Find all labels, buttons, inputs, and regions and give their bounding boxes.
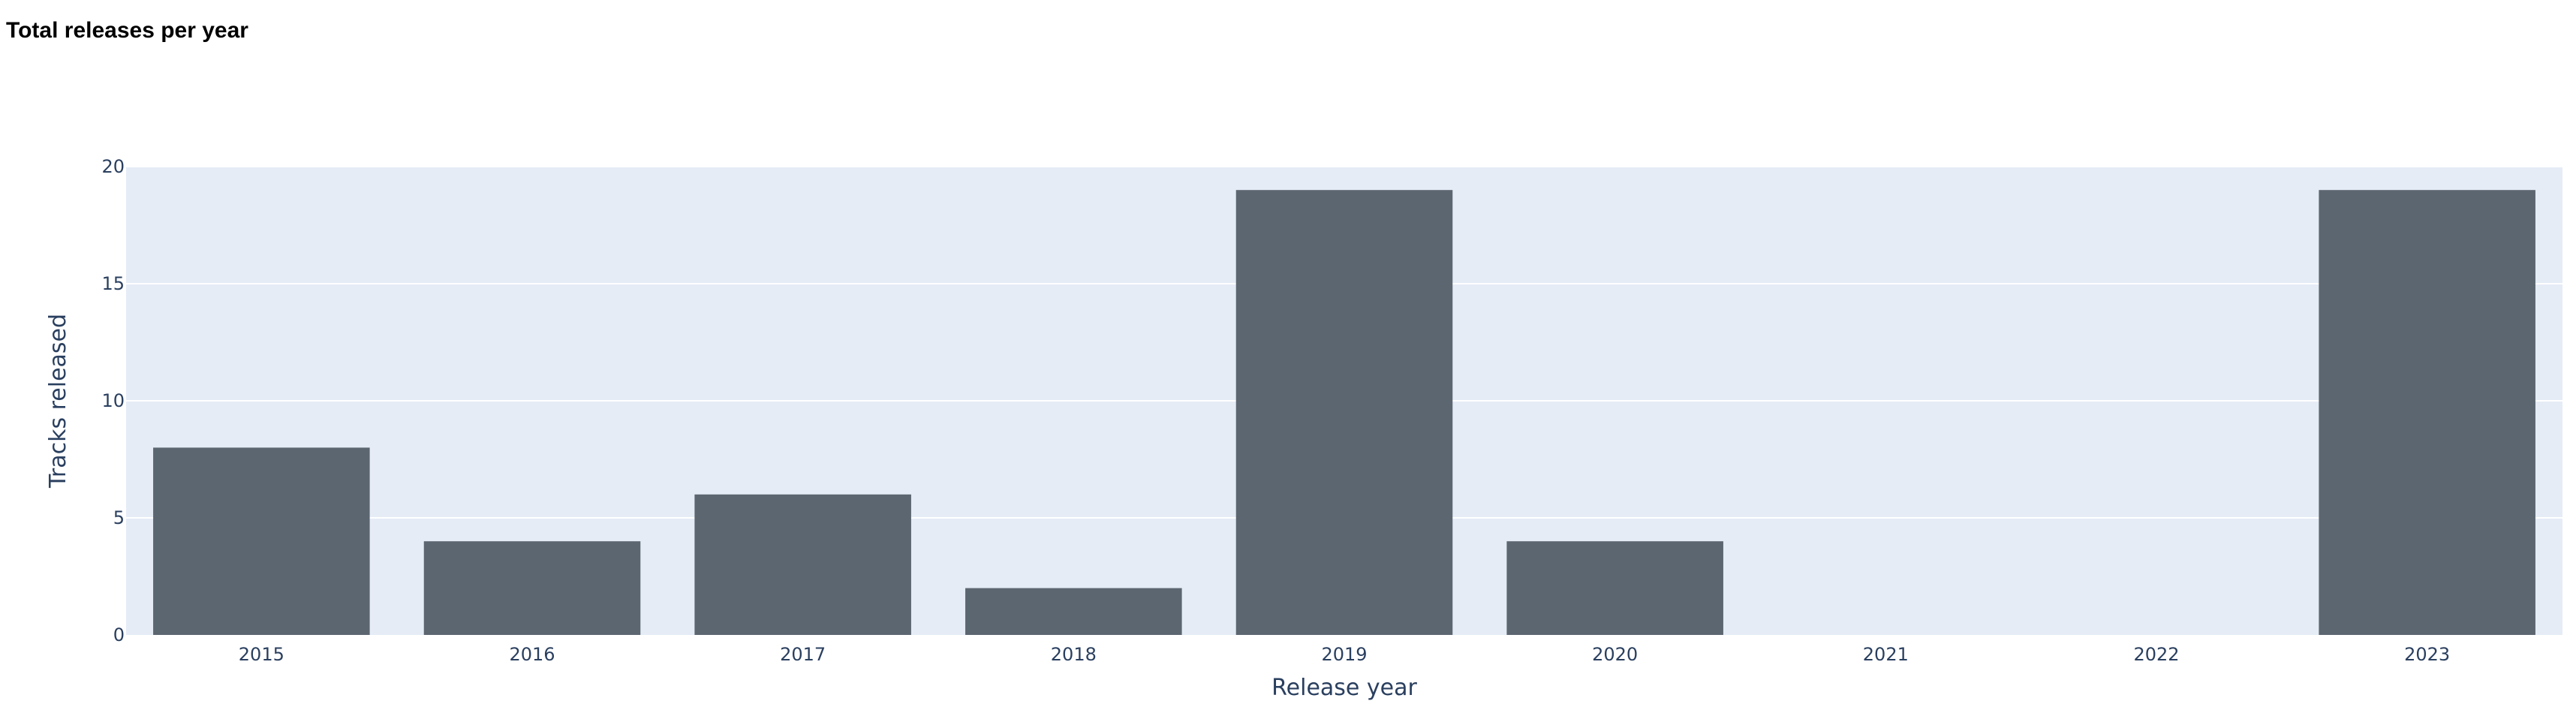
y-axis-title: Tracks released xyxy=(45,314,71,489)
x-tick-label: 2022 xyxy=(2133,644,2179,665)
bar-2015 xyxy=(153,447,370,635)
x-axis-ticks: 2015 2016 2017 2018 2019 2020 2021 2022 2023 xyxy=(239,644,2450,665)
y-tick-label: 15 xyxy=(101,273,125,294)
x-tick-label: 2016 xyxy=(509,644,555,665)
bar-2017 xyxy=(694,494,911,635)
x-tick-label: 2023 xyxy=(2404,644,2450,665)
x-tick-label: 2015 xyxy=(239,644,284,665)
x-tick-label: 2020 xyxy=(1592,644,1638,665)
y-tick-label: 5 xyxy=(113,507,125,528)
x-tick-label: 2019 xyxy=(1321,644,1367,665)
chart-title: Total releases per year xyxy=(6,18,248,43)
bars xyxy=(153,190,2535,635)
bar-2019 xyxy=(1235,190,1453,635)
bar-2018 xyxy=(965,588,1182,635)
y-tick-label: 20 xyxy=(101,156,125,177)
bar-2020 xyxy=(1506,541,1723,635)
x-tick-label: 2017 xyxy=(780,644,826,665)
x-tick-label: 2021 xyxy=(1863,644,1909,665)
y-tick-label: 0 xyxy=(113,624,125,645)
y-tick-label: 10 xyxy=(101,390,125,411)
y-axis-ticks: 0 5 10 15 20 xyxy=(101,156,125,645)
x-tick-label: 2018 xyxy=(1051,644,1097,665)
bar-2023 xyxy=(2319,190,2535,635)
bar-2016 xyxy=(423,541,641,635)
x-axis-title: Release year xyxy=(1271,675,1417,701)
